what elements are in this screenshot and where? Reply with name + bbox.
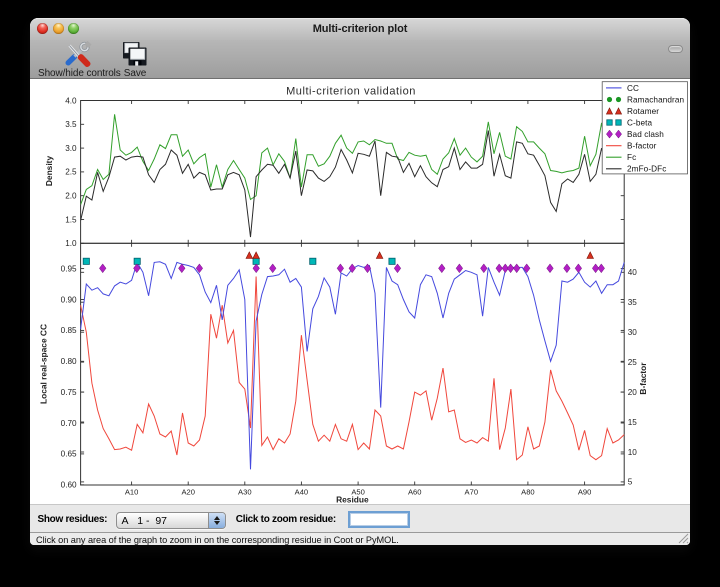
svg-text:0.80: 0.80 bbox=[61, 357, 77, 366]
svg-text:CC: CC bbox=[627, 84, 639, 93]
svg-text:5: 5 bbox=[628, 478, 633, 487]
svg-text:1.0: 1.0 bbox=[65, 239, 77, 248]
svg-text:B-factor: B-factor bbox=[638, 362, 648, 395]
svg-text:0.60: 0.60 bbox=[61, 481, 77, 490]
svg-text:40: 40 bbox=[628, 268, 638, 277]
svg-text:25: 25 bbox=[628, 358, 638, 367]
svg-text:A60: A60 bbox=[408, 488, 422, 497]
svg-text:10: 10 bbox=[628, 448, 638, 457]
svg-text:1.5: 1.5 bbox=[65, 215, 77, 224]
svg-text:3.0: 3.0 bbox=[65, 144, 77, 153]
svg-text:2.5: 2.5 bbox=[65, 168, 77, 177]
svg-text:C-beta: C-beta bbox=[627, 119, 653, 128]
svg-text:0.75: 0.75 bbox=[61, 388, 77, 397]
svg-text:Fc: Fc bbox=[627, 153, 636, 162]
svg-text:0.90: 0.90 bbox=[61, 295, 77, 304]
svg-text:A50: A50 bbox=[351, 488, 365, 497]
svg-text:A20: A20 bbox=[181, 488, 195, 497]
svg-text:0.95: 0.95 bbox=[61, 264, 77, 273]
svg-text:0.70: 0.70 bbox=[61, 419, 77, 428]
svg-text:Rotamer: Rotamer bbox=[627, 107, 659, 116]
svg-text:A10: A10 bbox=[125, 488, 139, 497]
svg-text:Multi-criterion validation: Multi-criterion validation bbox=[286, 86, 416, 98]
svg-text:Residue: Residue bbox=[336, 495, 369, 505]
svg-text:2mFo-DFc: 2mFo-DFc bbox=[627, 165, 666, 174]
svg-text:Ramachandran: Ramachandran bbox=[627, 95, 685, 104]
svg-text:A30: A30 bbox=[238, 488, 252, 497]
svg-text:A90: A90 bbox=[578, 488, 592, 497]
svg-text:Local real-space CC: Local real-space CC bbox=[39, 324, 49, 404]
svg-text:30: 30 bbox=[628, 328, 638, 337]
svg-text:Density: Density bbox=[44, 156, 54, 187]
svg-text:2.0: 2.0 bbox=[65, 192, 77, 201]
svg-text:35: 35 bbox=[628, 298, 638, 307]
svg-text:15: 15 bbox=[628, 418, 638, 427]
svg-text:A70: A70 bbox=[465, 488, 479, 497]
svg-text:0.85: 0.85 bbox=[61, 326, 77, 335]
svg-text:20: 20 bbox=[628, 388, 638, 397]
svg-text:Bad clash: Bad clash bbox=[627, 130, 664, 139]
svg-text:4.0: 4.0 bbox=[65, 96, 77, 105]
svg-text:A80: A80 bbox=[521, 488, 535, 497]
svg-text:3.5: 3.5 bbox=[65, 120, 77, 129]
svg-text:B-factor: B-factor bbox=[627, 142, 657, 151]
svg-text:0.65: 0.65 bbox=[61, 450, 77, 459]
svg-text:A40: A40 bbox=[295, 488, 309, 497]
